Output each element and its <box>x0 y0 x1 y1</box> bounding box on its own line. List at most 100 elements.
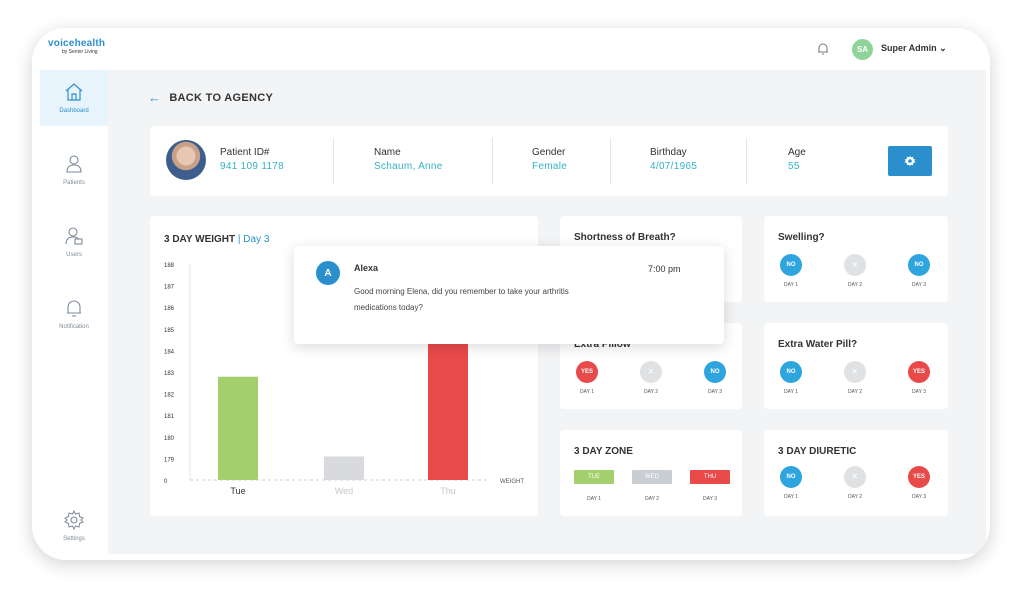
patient-name-label: Name <box>374 147 401 158</box>
divider <box>746 138 747 184</box>
day-label: DAY 2 <box>645 496 659 502</box>
status-circle: YES <box>908 466 930 488</box>
status-circle: × <box>844 254 866 276</box>
x-tick-label: Wed <box>335 486 353 496</box>
day-label: DAY 2 <box>848 282 862 288</box>
three-day-diuretic-title: 3 DAY DIURETIC <box>778 446 857 457</box>
patient-settings-button[interactable] <box>888 146 932 176</box>
top-bar: voicehealth by Senior Living SA Super Ad… <box>32 28 990 70</box>
three-day-diuretic-card: 3 DAY DIURETIC NO × YES DAY 1 DAY 2 DAY … <box>764 430 948 516</box>
day-label: DAY 3 <box>708 389 722 395</box>
day-label: DAY 1 <box>587 496 601 502</box>
day-label: DAY 2 <box>848 389 862 395</box>
swelling-card: Swelling? NO × NO DAY 1 DAY 2 DAY 3 <box>764 216 948 302</box>
sidebar-item-dashboard[interactable]: Dashboard <box>40 70 108 126</box>
patient-age-value: 55 <box>788 161 800 172</box>
y-tick-label: 0 <box>164 479 168 485</box>
gear-icon <box>64 510 84 530</box>
x-tick-label: Thu <box>440 486 456 496</box>
divider <box>333 138 334 184</box>
zone-chip: WED <box>632 470 672 484</box>
day-label: DAY 3 <box>703 496 717 502</box>
patient-name-value: Schaum, Anne <box>374 161 443 172</box>
status-circle: × <box>844 361 866 383</box>
y-tick-label: 184 <box>164 349 175 355</box>
message-time: 7:00 pm <box>648 264 681 274</box>
notification-popup[interactable]: A Alexa 7:00 pm Good morning Elena, did … <box>294 246 724 344</box>
day-label: DAY 3 <box>912 494 926 500</box>
logo-text: voicehealth <box>48 38 106 49</box>
y-tick-label: 185 <box>164 328 175 334</box>
home-icon <box>65 83 83 101</box>
y-tick-label: 188 <box>164 263 175 269</box>
back-label: BACK TO AGENCY <box>169 91 274 104</box>
sidebar-item-notification[interactable]: Notification <box>40 286 108 342</box>
sidebar-item-label: Notification <box>59 324 89 330</box>
three-day-zone-title: 3 DAY ZONE <box>574 446 633 457</box>
back-to-agency-link[interactable]: ← BACK TO AGENCY <box>148 90 273 105</box>
patient-card: Patient ID# 941 109 1178 Name Schaum, An… <box>150 126 948 196</box>
status-circle: × <box>640 361 662 383</box>
sender-name: Alexa <box>354 263 379 273</box>
divider <box>492 138 493 184</box>
app-window: voicehealth by Senior Living SA Super Ad… <box>32 28 990 560</box>
notification-bell-icon[interactable] <box>816 42 830 56</box>
y-tick-label: 186 <box>164 306 175 312</box>
sidebar-item-label: Settings <box>63 536 85 542</box>
y-axis-label: WEIGHT <box>500 479 524 485</box>
sidebar-item-patients[interactable]: Patients <box>40 142 108 198</box>
sidebar-item-label: Users <box>66 252 82 258</box>
day-label: DAY 1 <box>580 389 594 395</box>
patient-id-label: Patient ID# <box>220 147 270 158</box>
patient-gender-value: Female <box>532 161 568 172</box>
shortness-of-breath-title: Shortness of Breath? <box>574 232 676 243</box>
bar <box>218 376 258 480</box>
user-menu[interactable]: Super Admin ⌄ <box>881 43 947 53</box>
avatar[interactable]: SA <box>852 39 873 60</box>
status-circle: NO <box>704 361 726 383</box>
day-label: DAY 3 <box>912 389 926 395</box>
extra-water-pill-title: Extra Water Pill? <box>778 339 858 350</box>
patient-photo <box>166 140 206 180</box>
status-circle: NO <box>780 254 802 276</box>
weight-title: 3 DAY WEIGHT | Day 3 <box>164 234 269 245</box>
zone-chip: THU <box>690 470 730 484</box>
users-icon <box>65 227 83 245</box>
sidebar-item-users[interactable]: Users <box>40 214 108 270</box>
day-label: DAY 2 <box>848 494 862 500</box>
patient-birthday-label: Birthday <box>650 147 687 158</box>
sender-avatar: A <box>316 261 340 285</box>
x-tick-label: Tue <box>230 486 245 496</box>
y-tick-label: 183 <box>164 371 175 377</box>
bell-icon <box>67 300 81 317</box>
status-circle: NO <box>780 466 802 488</box>
weight-day-separator: | <box>235 234 244 245</box>
extra-water-pill-card: Extra Water Pill? NO × YES DAY 1 DAY 2 D… <box>764 323 948 409</box>
weight-title-text: 3 DAY WEIGHT <box>164 234 236 245</box>
message-text: Good morning Elena, did you remember to … <box>354 287 569 312</box>
sidebar-item-label: Dashboard <box>59 108 89 114</box>
y-tick-label: 179 <box>164 457 175 463</box>
status-circle: YES <box>908 361 930 383</box>
status-circle: YES <box>576 361 598 383</box>
app-logo[interactable]: voicehealth by Senior Living <box>48 38 118 64</box>
patients-icon <box>66 155 82 173</box>
day-label: DAY 1 <box>784 282 798 288</box>
arrow-left-icon: ← <box>148 90 162 105</box>
main-content: ← BACK TO AGENCY Patient ID# 941 109 117… <box>108 70 986 554</box>
sidebar-item-settings[interactable]: Settings <box>40 498 108 554</box>
day-label: DAY 2 <box>644 389 658 395</box>
bar <box>324 456 364 480</box>
weight-day-label: Day 3 <box>243 234 270 245</box>
y-tick-label: 182 <box>164 393 175 399</box>
three-day-zone-card: 3 DAY ZONE TUE WED THU DAY 1 DAY 2 DAY 3 <box>560 430 742 516</box>
day-label: DAY 1 <box>784 494 798 500</box>
patient-birthday-field: Birthday 4/07/1965 <box>650 147 697 172</box>
patient-age-field: Age 55 <box>788 147 806 172</box>
swelling-title: Swelling? <box>778 232 825 243</box>
sidebar-item-label: Patients <box>63 180 85 186</box>
patient-id-value: 941 109 1178 <box>220 161 285 172</box>
sidebar: Dashboard Patients Users Notification Se… <box>40 70 108 560</box>
logo-subtext: by Senior Living <box>62 49 98 55</box>
status-circle: NO <box>908 254 930 276</box>
